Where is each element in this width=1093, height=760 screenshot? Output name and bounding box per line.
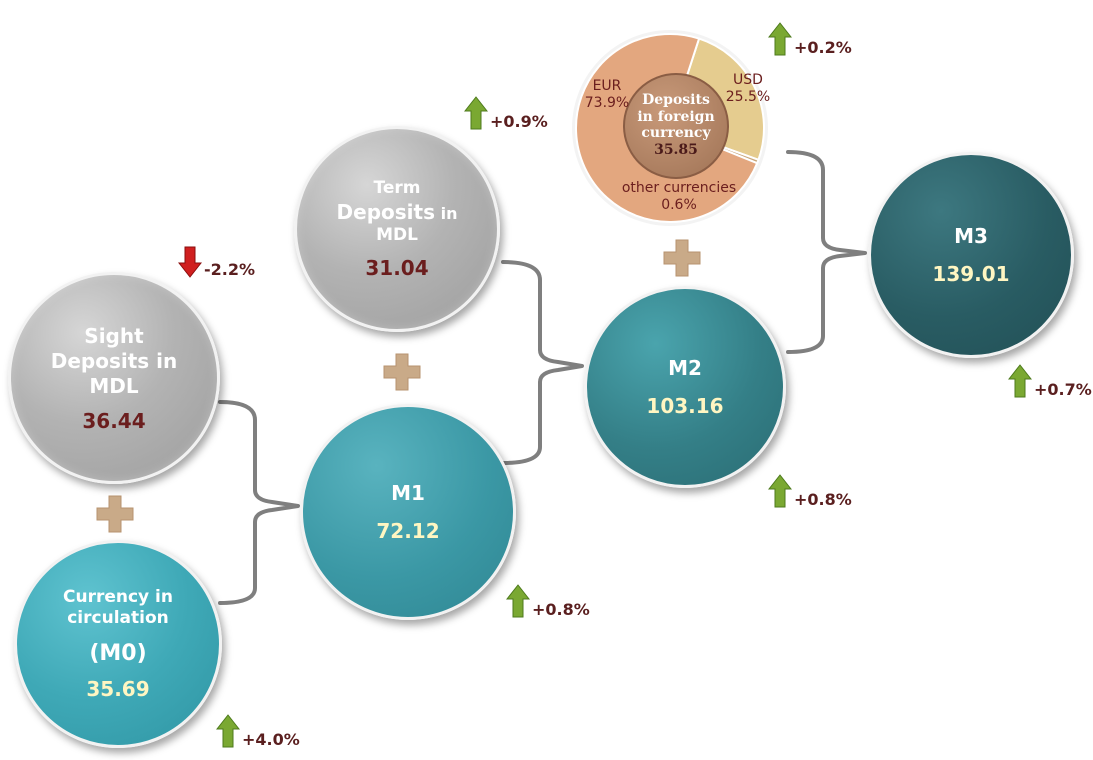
- change-foreign-text: +0.2%: [794, 38, 852, 57]
- foreign-center-label: Deposits in foreign currency 35.85: [626, 92, 726, 158]
- change-m1-text: +0.8%: [532, 600, 590, 619]
- currency-label-3: (M0): [89, 640, 147, 666]
- arrow-up-icon: [768, 474, 792, 508]
- bracket-m3: [786, 150, 867, 354]
- plus-icon: [663, 239, 701, 277]
- slice-label-usd: USD 25.5%: [720, 72, 776, 106]
- m3-name: M3: [954, 224, 988, 248]
- change-foreign: +0.2%: [768, 22, 852, 56]
- m2-value: 103.16: [646, 394, 724, 418]
- other-percent: 0.6%: [661, 196, 697, 213]
- m2-name: M2: [668, 356, 702, 380]
- sight-label-1: Sight: [84, 323, 144, 348]
- currency-circulation-circle: Currency in circulation (M0) 35.69: [14, 540, 222, 748]
- change-m3-text: +0.7%: [1034, 380, 1092, 399]
- term-deposits-circle: Term Deposits in MDL 31.04: [294, 126, 500, 332]
- foreign-label-2: in foreign: [637, 108, 715, 125]
- m2-circle: M2 103.16: [584, 286, 786, 488]
- arrow-down-icon: [178, 246, 202, 278]
- change-m2: +0.8%: [768, 474, 852, 508]
- change-term-text: +0.9%: [490, 112, 548, 131]
- sight-label-3: MDL: [89, 373, 139, 398]
- foreign-label-3: currency: [641, 125, 711, 142]
- pie-center: [623, 73, 729, 179]
- term-label-1: Term: [373, 178, 421, 199]
- change-m2-text: +0.8%: [794, 490, 852, 509]
- arrow-up-icon: [1008, 364, 1032, 398]
- bracket-m1: [218, 400, 300, 605]
- foreign-value: 35.85: [654, 141, 698, 158]
- change-currency: +4.0%: [216, 714, 300, 748]
- change-m3: +0.7%: [1008, 364, 1092, 398]
- change-m1: +0.8%: [506, 584, 590, 618]
- arrow-up-icon: [464, 96, 488, 130]
- term-label-2b: in: [440, 203, 458, 223]
- eur-percent: 73.9%: [584, 94, 630, 111]
- m1-circle: M1 72.12: [300, 404, 516, 620]
- bracket-m2: [501, 260, 584, 465]
- change-currency-text: +4.0%: [242, 730, 300, 749]
- arrow-up-icon: [216, 714, 240, 748]
- arrow-up-icon: [506, 584, 530, 618]
- other-name: other currencies: [621, 180, 737, 196]
- term-label-3: MDL: [376, 224, 418, 245]
- slice-label-eur: EUR 73.9%: [578, 78, 636, 112]
- term-value: 31.04: [365, 255, 429, 280]
- usd-name: USD: [733, 72, 763, 88]
- term-label-2a: Deposits: [336, 199, 435, 224]
- foreign-currency-pie: EUR 73.9% USD 25.5% other currencies 0.6…: [570, 28, 770, 228]
- sight-deposits-circle: Sight Deposits in MDL 36.44: [8, 272, 220, 484]
- usd-percent: 25.5%: [725, 88, 771, 105]
- sight-value: 36.44: [82, 408, 146, 433]
- plus-icon: [96, 495, 134, 533]
- currency-value: 35.69: [86, 677, 150, 701]
- m1-value: 72.12: [376, 519, 440, 543]
- sight-label-2: Deposits in: [50, 348, 178, 373]
- m1-name: M1: [391, 481, 425, 505]
- arrow-up-icon: [768, 22, 792, 56]
- change-term: +0.9%: [464, 96, 548, 130]
- m3-value: 139.01: [932, 262, 1010, 286]
- currency-label-2: circulation: [67, 608, 169, 629]
- currency-label-1: Currency in: [63, 587, 173, 607]
- slice-label-other: other currencies 0.6%: [610, 180, 748, 214]
- foreign-label-1: Deposits: [642, 92, 710, 108]
- eur-name: EUR: [592, 78, 622, 94]
- m3-circle: M3 139.01: [868, 152, 1074, 358]
- change-sight-text: -2.2%: [204, 260, 256, 279]
- change-sight: -2.2%: [178, 246, 255, 278]
- plus-icon: [383, 353, 421, 391]
